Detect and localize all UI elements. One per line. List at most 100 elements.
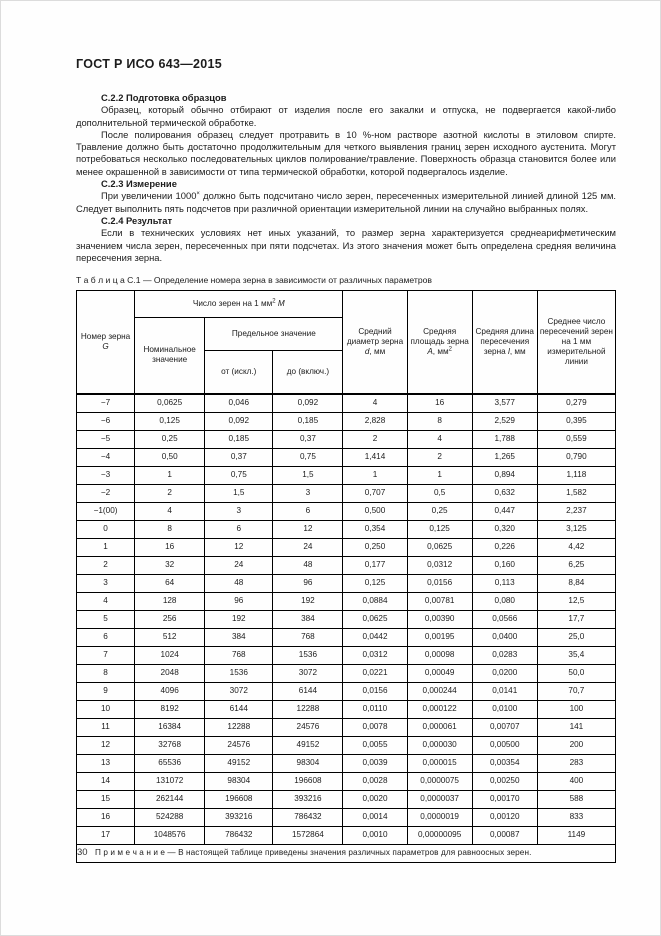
table-cell: 24	[204, 555, 274, 575]
note-row: П р и м е ч а н и е — В настоящей таблиц…	[76, 843, 616, 864]
table-cell: 12	[204, 537, 274, 557]
table-cell: 196608	[204, 789, 274, 809]
table-cell: 0,0055	[342, 735, 408, 755]
header-superscript: 2	[272, 298, 276, 305]
table-cell: 384	[272, 609, 344, 629]
table-cell: 833	[536, 807, 617, 827]
header-superscript: 2	[448, 346, 452, 353]
table-cell: 0	[75, 519, 136, 539]
header-variable: l	[507, 346, 510, 356]
table-cell: 0,0221	[342, 663, 408, 683]
table-cell: 393216	[272, 789, 344, 809]
table-cell: 0,00250	[471, 771, 538, 791]
table-cell: −1(00)	[75, 501, 136, 521]
col-header-grain-number: Номер зерна G	[75, 290, 136, 395]
table-cell: 0,559	[536, 429, 617, 449]
header-text: Число зерен на 1 мм	[192, 299, 273, 309]
table-cell: 0,000061	[406, 717, 473, 737]
table-cell: 1	[342, 465, 408, 485]
table-cell: 0,0028	[342, 771, 408, 791]
table-cell: 70,7	[536, 681, 617, 701]
table-cell: 0,0156	[406, 573, 473, 593]
table-row: −7 0,0625 0,046 0,092 4 16 3,577 0,279	[75, 392, 617, 413]
table-cell: 1,118	[536, 465, 617, 485]
table-cell: 128	[134, 591, 206, 611]
table-cell: 0,0625	[342, 609, 408, 629]
table-cell: 0,0200	[471, 663, 538, 683]
table-cell: 0,177	[342, 555, 408, 575]
table-cell: 12288	[204, 717, 274, 737]
table-cell: 17,7	[536, 609, 617, 629]
table-cell: 1536	[272, 645, 344, 665]
header-variable: G	[102, 341, 109, 351]
table-cell: 384	[204, 627, 274, 647]
table-cell: 0,37	[272, 429, 344, 449]
table-cell: 4	[406, 429, 473, 449]
table-row: 1 16 12 24 0,250 0,0625 0,226 4,42	[75, 537, 617, 557]
table-row: −4 0,50 0,37 0,75 1,414 2 1,265 0,790	[75, 447, 617, 467]
table-cell: 0,447	[471, 501, 538, 521]
table-cell: 0,790	[536, 447, 617, 467]
table-row: 9 4096 3072 6144 0,0156 0,000244 0,0141 70,7	[75, 681, 617, 701]
table-cell: 6	[204, 519, 274, 539]
section-heading-c22: С.2.2 Подготовка образцов	[101, 92, 227, 103]
table-note: П р и м е ч а н и е — В настоящей таблиц…	[76, 843, 616, 864]
table-cell: 0,25	[134, 429, 206, 449]
table-cell: 65536	[134, 753, 206, 773]
table-row: 3 64 48 96 0,125 0,0156 0,113 8,84	[75, 573, 617, 593]
table-cell: 2,529	[471, 411, 538, 431]
table-cell: 1	[406, 465, 473, 485]
table-cell: 786432	[204, 825, 274, 845]
table-cell: 2	[75, 555, 136, 575]
table-cell: 6144	[204, 699, 274, 719]
table-cell: 7	[75, 645, 136, 665]
table-cell: 98304	[204, 771, 274, 791]
table-row: 13 65536 49152 98304 0,0039 0,000015 0,00354 28…	[75, 753, 617, 773]
table-cell: 2,237	[536, 501, 617, 521]
table-row: 11 16384 12288 24576 0,0078 0,000061 0,00707 14…	[75, 717, 617, 737]
table-cell: 4096	[134, 681, 206, 701]
table-cell: 32	[134, 555, 206, 575]
table-cell: 16	[134, 537, 206, 557]
text-run: При увеличении 1000	[101, 190, 197, 202]
table-cell: 192	[272, 591, 344, 611]
table-cell: 32768	[134, 735, 206, 755]
table-row: 15 262144 196608 393216 0,0020 0,0000037 0,001…	[75, 789, 617, 809]
table-cell: 0,894	[471, 465, 538, 485]
table-cell: 0,092	[272, 392, 344, 413]
col-header-to-incl: до (включ.)	[272, 350, 344, 395]
table-cell: 0,125	[134, 411, 206, 431]
table-cell: 0,00000095	[406, 825, 473, 845]
table-cell: 25,0	[536, 627, 617, 647]
table-cell: 256	[134, 609, 206, 629]
table-cell: 0,080	[471, 591, 538, 611]
table-cell: 2048	[134, 663, 206, 683]
table-cell: 12	[272, 519, 344, 539]
table-cell: 1,265	[471, 447, 538, 467]
table-cell: 16384	[134, 717, 206, 737]
table-cell: −2	[75, 483, 136, 503]
table-cell: 0,00354	[471, 753, 538, 773]
table-row: −2 2 1,5 3 0,707 0,5 0,632 1,582	[75, 483, 617, 503]
table-cell: 0,0400	[471, 627, 538, 647]
table-cell: 10	[75, 699, 136, 719]
table-cell: 98304	[272, 753, 344, 773]
table-row: 6 512 384 768 0,0442 0,00195 0,0400 25,0	[75, 627, 617, 647]
document-title: ГОСТ Р ИСО 643—2015	[76, 57, 223, 71]
table-cell: 4	[342, 392, 408, 413]
table-cell: 12	[75, 735, 136, 755]
table-footer: П р и м е ч а н и е — В настоящей таблиц…	[76, 843, 616, 864]
table-cell: 1	[134, 465, 206, 485]
table-cell: 768	[204, 645, 274, 665]
table-cell: 4	[75, 591, 136, 611]
table-cell: 0,00500	[471, 735, 538, 755]
table-cell: 24	[272, 537, 344, 557]
table-cell: 6	[75, 627, 136, 647]
table-cell: 0,632	[471, 483, 538, 503]
table-cell: 1,5	[272, 465, 344, 485]
paragraph-c23-1: При увеличении 1000× должно быть подсчит…	[76, 190, 616, 215]
table-cell: 0,160	[471, 555, 538, 575]
table-row: 10 8192 6144 12288 0,0110 0,000122 0,0100 100	[75, 699, 617, 719]
table-row: 5 256 192 384 0,0625 0,00390 0,0566 17,7	[75, 609, 617, 629]
table-cell: 24576	[204, 735, 274, 755]
